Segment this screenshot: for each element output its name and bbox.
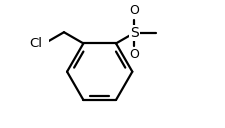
Text: O: O — [130, 4, 139, 17]
Text: S: S — [130, 26, 139, 40]
Text: O: O — [130, 48, 139, 61]
Text: Cl: Cl — [29, 37, 42, 50]
